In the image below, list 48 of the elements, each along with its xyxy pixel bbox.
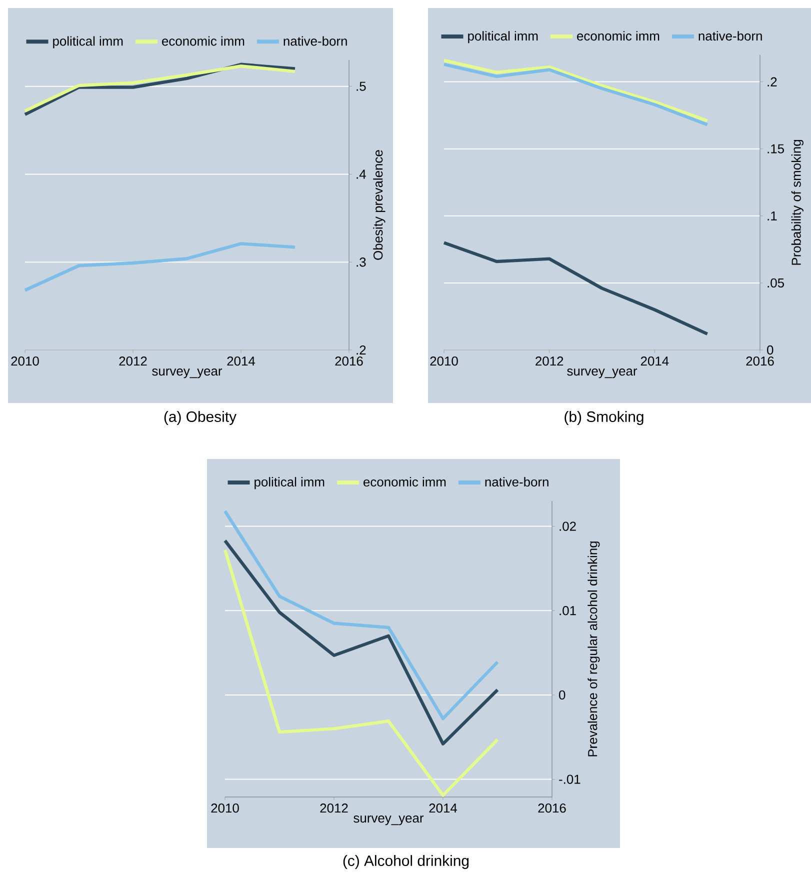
y-axis-title: Prevalence of regular alcohol drinking — [588, 542, 600, 756]
legend-label: native-born — [698, 31, 762, 41]
y-tick-label: .01 — [560, 606, 576, 616]
x-axis-title: survey_year — [152, 368, 222, 378]
x-tick-label: 2016 — [538, 804, 566, 813]
x-tick-label: 2012 — [119, 356, 147, 366]
y-tick-label: .1 — [768, 211, 777, 220]
y-tick-label: 0 — [559, 690, 566, 700]
y-tick-label: .02 — [560, 522, 576, 531]
x-tick-label: 2010 — [211, 804, 239, 813]
x-axis-title: survey_year — [354, 816, 424, 826]
y-axis-title: Probability of smoking — [791, 140, 804, 265]
line-series — [223, 539, 500, 746]
x-tick-label: 2014 — [429, 804, 458, 813]
y-tick-label: .2 — [768, 77, 777, 86]
x-tick-label: 2012 — [320, 804, 348, 813]
y-tick-label: .05 — [768, 278, 784, 288]
y-tick-label: 0 — [767, 345, 774, 355]
x-tick-label: 2016 — [335, 356, 363, 366]
text: (b) Smoking — [564, 411, 644, 425]
x-tick-label: 2014 — [227, 356, 256, 366]
legend-label: economic imm — [162, 36, 244, 46]
y-tick-label: .2 — [356, 345, 366, 355]
x-tick-label: 2010 — [11, 356, 39, 366]
legend-label: native-born — [485, 477, 548, 487]
legend-label: native-born — [284, 36, 347, 46]
line-series — [223, 510, 500, 720]
line-series — [23, 242, 297, 292]
y-axis-title: Obesity prevalence — [373, 150, 386, 260]
legend-label: political imm — [254, 477, 324, 490]
y-tick-label: .4 — [356, 170, 366, 179]
legend-label: political imm — [53, 36, 123, 48]
legend-label: economic imm — [364, 477, 446, 487]
x-tick-label: 2014 — [640, 356, 669, 366]
x-tick-label: 2010 — [430, 356, 458, 366]
y-tick-label: .5 — [356, 82, 366, 91]
legend-label: political imm — [468, 31, 538, 44]
x-axis-title: survey_year — [567, 368, 638, 378]
x-tick-label: 2012 — [536, 356, 564, 366]
line-series — [223, 548, 500, 797]
text: (c) Alcohol drinking — [343, 855, 469, 869]
y-tick-label: -.01 — [559, 774, 580, 784]
line-series — [442, 241, 709, 336]
text: (a) Obesity — [164, 411, 236, 425]
y-tick-label: .15 — [768, 144, 784, 154]
legend-label: economic imm — [577, 31, 660, 41]
x-tick-label: 2016 — [746, 356, 774, 366]
y-tick-label: .3 — [356, 258, 366, 267]
